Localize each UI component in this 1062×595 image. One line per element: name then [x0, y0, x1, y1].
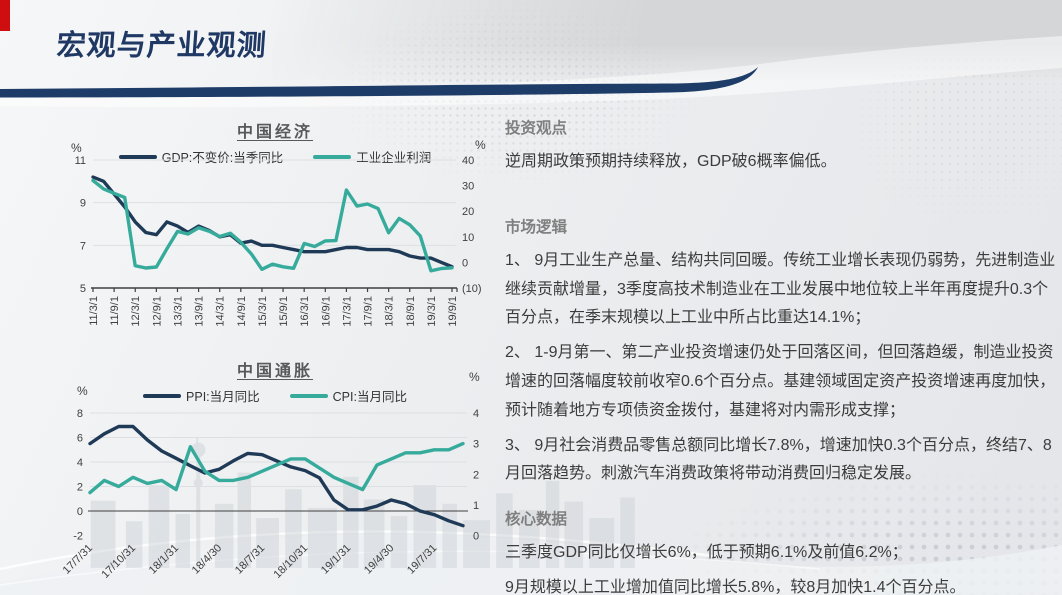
china-inflation-plot: 8 6 4 2 0 -2 4 3 2 1 0 17/7/31 17/10/31 18/1/31 18/4/3…	[61, 408, 479, 581]
x-axis-tick-label: 17/3/1	[341, 296, 353, 327]
left-axis-unit: %	[77, 384, 88, 398]
page-title: 宏观与产业观测	[55, 30, 268, 62]
section-paragraph: 逆周期政策预期持续释放，GDP破6概率偏低。	[505, 153, 837, 170]
x-axis-tick-label: 17/9/1	[363, 296, 375, 327]
series-line-0	[88, 424, 465, 528]
chart-legend: GDP:不变价:当季同比 工业企业利润	[45, 147, 505, 166]
y-axis-tick-label: 8	[77, 408, 83, 420]
section-paragraph: 9月规模以上工业增加值同比增长5.8%，较8月加快1.4个百分点。	[505, 578, 966, 595]
ppi-line-swatch	[143, 393, 182, 398]
chart-title: 中国通胀	[236, 363, 313, 380]
y-axis-tick-label: 2	[77, 482, 83, 494]
x-axis-tick-label: 19/9/1	[447, 296, 459, 327]
section-heading: 市场逻辑	[505, 218, 568, 236]
section-core-data: 核心数据 三季度GDP同比仅增长6%，低于预期6.1%及前值6.2%； 9月规模…	[505, 507, 1057, 595]
y-axis-tick-label: 4	[77, 457, 83, 469]
x-axis-tick-label: 18/4/30	[190, 542, 224, 576]
section-market-logic: 市场逻辑 1、 9月工业生产总量、结构共同回暖。传统工业增长表现仍弱势，先进制造…	[505, 215, 1057, 489]
x-axis-tick-label: 16/3/1	[299, 296, 311, 327]
legend-item-ppi: PPI:当月同比	[143, 386, 260, 405]
chart-title: 中国经济	[236, 124, 313, 141]
y-axis-tick-label: 2	[473, 469, 479, 481]
dot-pattern-top	[300, 0, 740, 260]
section-paragraph: 3、 9月社会消费品零售总额同比增长7.8%，增速加快0.3个百分点，终结7、8…	[505, 436, 1052, 483]
x-axis-tick-label: 14/9/1	[236, 296, 248, 327]
legend-label: 工业企业利润	[356, 151, 432, 165]
y-axis-tick-label: 1	[473, 500, 479, 512]
y-axis-tick-label: 4	[473, 408, 479, 420]
y-axis-tick-label: 0	[462, 257, 468, 269]
x-axis-tick-label: 18/1/31	[147, 542, 181, 576]
x-axis-tick-label: 18/3/1	[384, 296, 396, 327]
x-axis-tick-label: 14/3/1	[215, 296, 227, 327]
y-axis-tick-label: 40	[462, 155, 474, 167]
x-axis-tick-label: 19/4/30	[362, 542, 396, 576]
section-heading: 投资观点	[505, 120, 568, 137]
series-line-1	[91, 178, 454, 273]
y-axis-tick-label: -2	[73, 531, 83, 543]
x-axis-tick-label: 12/3/1	[130, 296, 142, 327]
y-axis-tick-label: 11	[75, 155, 86, 167]
china-economy-chart: 中国经济 GDP:不变价:当季同比 工业企业利润 % % 11 9 7 5 40 30 20…	[45, 113, 505, 351]
x-axis-tick-label: 15/3/1	[257, 296, 269, 327]
x-axis-tick-label: 19/7/31	[405, 542, 439, 576]
chart-legend: PPI:当月同比 CPI:当月同比	[45, 386, 505, 405]
right-axis-unit: %	[475, 138, 486, 152]
y-axis-tick-label: 30	[462, 181, 474, 193]
section-paragraph: 2、 1-9月第一、第二产业投资增速仍处于回落区间，但回落趋缓，制造业投资增速的…	[505, 344, 1056, 419]
section-heading: 核心数据	[505, 511, 568, 529]
title-underline-swoosh	[0, 36, 1062, 108]
x-axis-tick-label: 19/3/1	[426, 296, 438, 327]
x-axis-tick-label: 17/10/31	[99, 542, 138, 581]
commentary-panel: 投资观点 逆周期政策预期持续释放，GDP破6概率偏低。 市场逻辑 1、 9月工业…	[505, 116, 1057, 595]
legend-label: PPI:当月同比	[186, 390, 260, 404]
y-axis-tick-label: 3	[473, 439, 479, 451]
china-economy-plot: 11 9 7 5 40 30 20 10 0 (10) 11/3/1 11/9/1 12/3/1 12/9…	[75, 155, 482, 327]
y-axis-tick-label: 0	[473, 531, 479, 543]
x-axis-tick-label: 16/9/1	[320, 296, 332, 327]
city-skyline-watermark	[90, 437, 635, 568]
y-axis-tick-label: 10	[462, 232, 474, 244]
legend-item-industrial-profit: 工业企业利润	[313, 147, 431, 166]
x-axis-tick-label: 18/9/1	[405, 296, 417, 327]
x-axis-tick-label: 13/3/1	[172, 296, 184, 327]
y-axis-tick-label: 9	[80, 198, 86, 210]
y-axis-tick-label: 5	[80, 283, 86, 295]
y-axis-tick-label: 20	[462, 206, 474, 218]
y-axis-tick-label: 0	[77, 506, 83, 518]
right-axis-unit: %	[469, 370, 480, 384]
x-axis-tick-label: 15/9/1	[278, 296, 290, 327]
y-axis-tick-label: (10)	[462, 283, 482, 295]
x-axis-tick-label: 18/10/31	[272, 542, 311, 581]
cpi-line-swatch	[289, 393, 328, 398]
left-axis-unit: %	[71, 141, 82, 155]
y-axis-tick-label: 7	[80, 240, 86, 252]
x-axis-tick-label: 12/9/1	[151, 296, 163, 327]
series-line-0	[91, 175, 454, 269]
legend-item-cpi: CPI:当月同比	[289, 386, 407, 405]
gdp-line-swatch	[118, 154, 157, 159]
legend-label: CPI:当月同比	[332, 390, 407, 404]
legend-label: GDP:不变价:当季同比	[161, 151, 284, 165]
red-accent-bar	[0, 0, 10, 31]
legend-item-gdp: GDP:不变价:当季同比	[118, 147, 284, 166]
section-investment-view: 投资观点 逆周期政策预期持续释放，GDP破6概率偏低。	[505, 116, 1057, 177]
x-axis-tick-label: 11/9/1	[109, 296, 121, 326]
x-axis-tick-label: 17/7/31	[61, 542, 95, 576]
series-line-1	[88, 441, 465, 495]
section-paragraph: 1、 9月工业生产总量、结构共同回暖。传统工业增长表现仍弱势，先进制造业继续贡献…	[505, 251, 1056, 327]
profit-line-swatch	[313, 154, 352, 159]
china-inflation-chart: 中国通胀 PPI:当月同比 CPI:当月同比 % % 8 6 4 2 0 -2 4 3 2 1 0 1…	[45, 352, 505, 594]
x-axis-tick-label: 19/1/31	[319, 542, 353, 576]
y-axis-tick-label: 6	[77, 433, 83, 445]
section-paragraph: 三季度GDP同比仅增长6%，低于预期6.1%及前值6.2%；	[505, 544, 908, 562]
x-axis-tick-label: 18/7/31	[233, 542, 267, 576]
x-axis-tick-label: 13/9/1	[194, 296, 206, 327]
x-axis-tick-label: 11/3/1	[88, 296, 100, 326]
